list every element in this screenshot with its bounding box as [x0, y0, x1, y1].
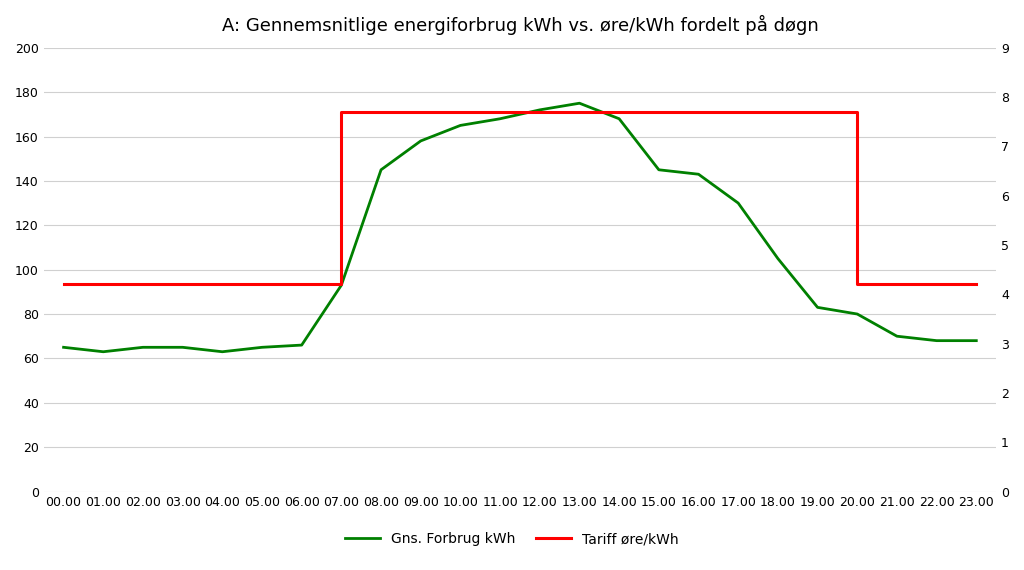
Tariff øre/kWh	[335, 108, 347, 115]
Gns. Forbrug kWh	[732, 200, 744, 206]
Tariff øre/kWh	[335, 281, 347, 288]
Gns. Forbrug kWh	[455, 122, 467, 129]
Gns. Forbrug kWh	[57, 344, 70, 351]
Tariff øre/kWh	[970, 281, 982, 288]
Gns. Forbrug kWh	[494, 115, 506, 122]
Gns. Forbrug kWh	[176, 344, 188, 351]
Title: A: Gennemsnitlige energiforbrug kWh vs. øre/kWh fordelt på døgn: A: Gennemsnitlige energiforbrug kWh vs. …	[221, 15, 818, 35]
Tariff øre/kWh	[851, 281, 863, 288]
Gns. Forbrug kWh	[256, 344, 268, 351]
Gns. Forbrug kWh	[931, 337, 943, 344]
Tariff øre/kWh	[375, 108, 387, 115]
Gns. Forbrug kWh	[415, 137, 427, 144]
Gns. Forbrug kWh	[970, 337, 982, 344]
Gns. Forbrug kWh	[811, 304, 823, 311]
Gns. Forbrug kWh	[335, 282, 347, 288]
Tariff øre/kWh	[57, 281, 70, 288]
Gns. Forbrug kWh	[851, 311, 863, 317]
Gns. Forbrug kWh	[296, 341, 308, 348]
Line: Gns. Forbrug kWh: Gns. Forbrug kWh	[63, 103, 976, 352]
Legend: Gns. Forbrug kWh, Tariff øre/kWh: Gns. Forbrug kWh, Tariff øre/kWh	[340, 527, 684, 552]
Gns. Forbrug kWh	[652, 166, 665, 173]
Gns. Forbrug kWh	[97, 348, 110, 355]
Gns. Forbrug kWh	[613, 115, 626, 122]
Gns. Forbrug kWh	[534, 107, 546, 113]
Gns. Forbrug kWh	[573, 100, 586, 107]
Gns. Forbrug kWh	[891, 333, 903, 340]
Gns. Forbrug kWh	[137, 344, 150, 351]
Gns. Forbrug kWh	[692, 171, 705, 178]
Tariff øre/kWh	[851, 108, 863, 115]
Gns. Forbrug kWh	[375, 166, 387, 173]
Line: Tariff øre/kWh: Tariff øre/kWh	[63, 112, 976, 284]
Gns. Forbrug kWh	[216, 348, 228, 355]
Gns. Forbrug kWh	[772, 255, 784, 262]
